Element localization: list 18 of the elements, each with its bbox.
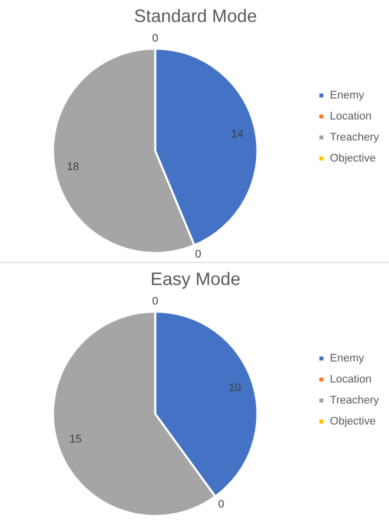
legend-label: Treachery [330,394,380,407]
legend-label: Enemy [330,352,365,365]
legend-label: Treachery [330,132,380,144]
text: 0 [218,498,224,511]
text: 0 [195,248,202,260]
legend-label: Objective [330,152,376,165]
text: 0 [152,32,158,45]
chart-title: Standard Mode [134,6,258,26]
legend-label: Objective [330,416,376,428]
data-label: 15 [69,434,82,446]
text: 0 [152,296,158,308]
chart-title: Easy Mode [150,268,241,289]
data-label: 18 [66,161,80,174]
legend-label: Enemy [330,90,365,102]
legend-label: Location [330,110,372,123]
legend-label: Location [330,374,372,386]
data-label: 10 [228,382,242,394]
data-label: 14 [231,128,244,140]
